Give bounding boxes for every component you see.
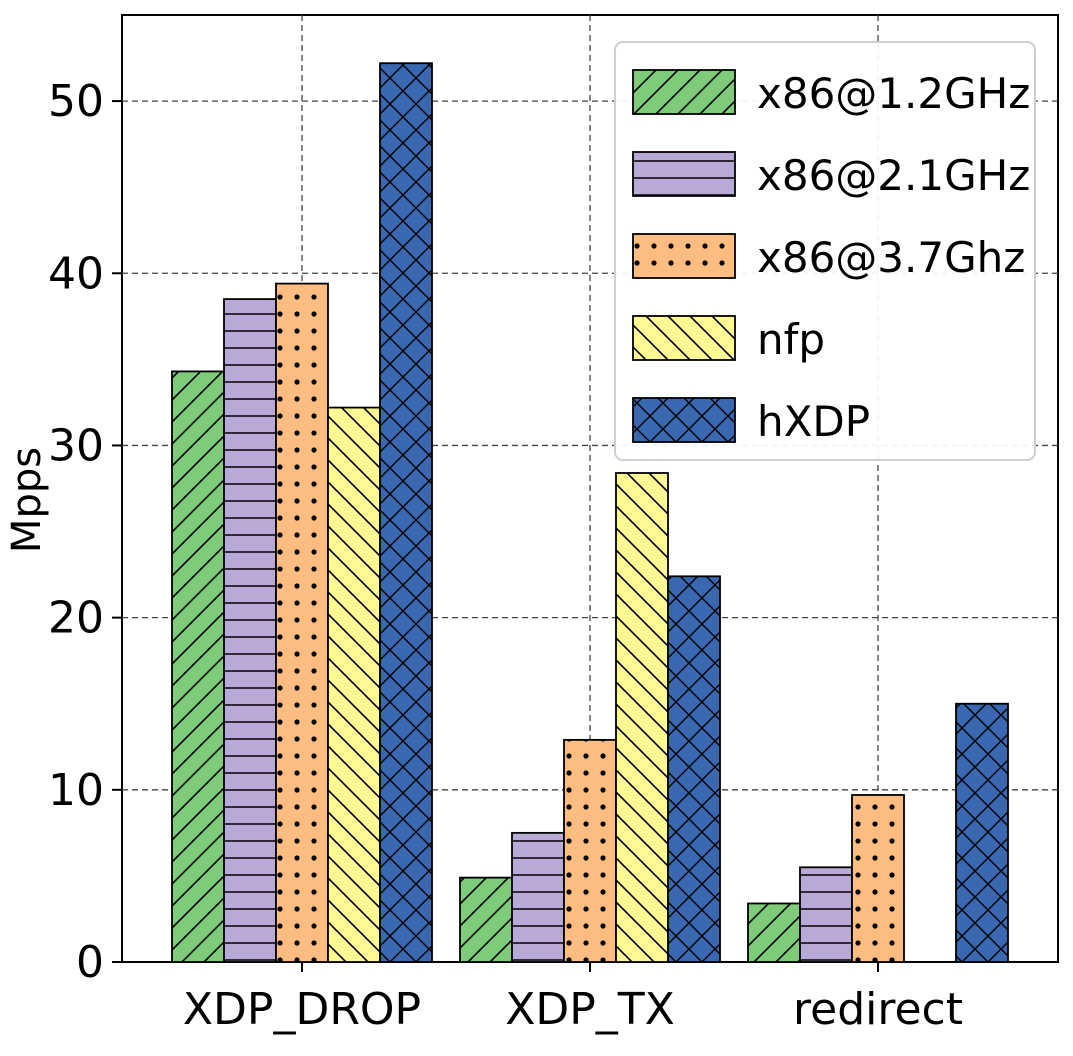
- y-tick-label: 30: [48, 420, 104, 471]
- bar-hatch: [851, 794, 905, 963]
- legend-label: x86@1.2GHz: [757, 69, 1030, 118]
- bars: [171, 62, 1009, 963]
- y-tick-label: 20: [48, 593, 104, 644]
- legend-swatch-hatch: [632, 315, 736, 361]
- bar-hatch: [275, 282, 329, 963]
- bar-hatch: [379, 62, 433, 963]
- bar-hatch: [799, 866, 853, 963]
- bar-hatch: [615, 472, 669, 963]
- x-tick-label: redirect: [793, 984, 963, 1035]
- legend-swatch-hatch: [632, 151, 736, 197]
- y-tick-label: 50: [48, 76, 104, 127]
- y-tick-label: 0: [76, 937, 104, 988]
- legend-swatch-hatch: [632, 69, 736, 115]
- x-tick-label: XDP_TX: [505, 984, 675, 1035]
- bar-hatch: [563, 738, 617, 963]
- legend-swatch-hatch: [632, 233, 736, 279]
- y-tick-label: 10: [48, 765, 104, 816]
- bar-hatch: [459, 876, 513, 963]
- bar-hatch: [955, 702, 1009, 963]
- x-tick-label: XDP_DROP: [183, 984, 421, 1035]
- bar-hatch: [327, 406, 381, 963]
- bar-hatch: [223, 298, 277, 963]
- legend-swatch-hatch: [632, 397, 736, 443]
- y-tick-label: 40: [48, 248, 104, 299]
- y-axis-label: Mpps: [4, 447, 50, 553]
- bar-hatch: [171, 370, 225, 963]
- bar-hatch: [511, 831, 565, 963]
- bar-hatch: [747, 902, 801, 963]
- legend: x86@1.2GHz x86@2.1GHz x86@3.7Ghz nfp hXDP: [614, 41, 1036, 461]
- axes: 0 10 20 30 40 50 XDP_DROP XDP_TX redirect: [48, 76, 963, 1035]
- legend-label: nfp: [757, 315, 825, 364]
- legend-label: hXDP: [757, 397, 870, 446]
- legend-label: x86@3.7Ghz: [757, 233, 1025, 282]
- plot-area: 0 10 20 30 40 50 XDP_DROP XDP_TX redirect: [48, 14, 1059, 1035]
- bar-hatch: [667, 575, 721, 963]
- legend-label: x86@2.1GHz: [757, 151, 1030, 200]
